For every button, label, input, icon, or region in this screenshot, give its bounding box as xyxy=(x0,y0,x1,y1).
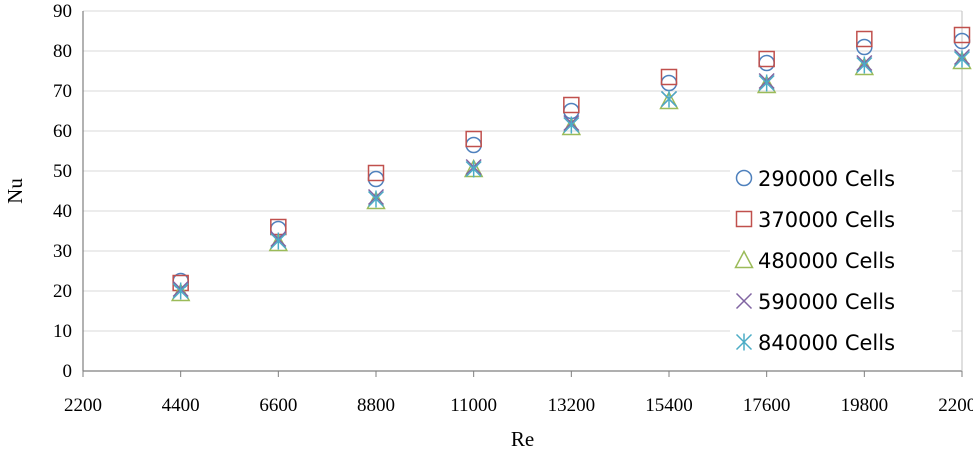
x-tick-label: 13200 xyxy=(548,395,596,416)
legend-label-series-3: 480000 Cells xyxy=(758,249,895,273)
legend-marker-series-1 xyxy=(735,169,753,187)
x-tick-label: 4400 xyxy=(162,395,200,416)
x-tick-label: 17600 xyxy=(743,395,791,416)
legend-label-series-1: 290000 Cells xyxy=(758,167,895,191)
data-point-series-2 xyxy=(660,68,678,86)
x-tick-labels: 2200 4400 6600 8800 11000 13200 15400 17600 1980… xyxy=(64,395,973,416)
legend-entry-bg xyxy=(730,201,952,237)
y-tick-label: 50 xyxy=(53,161,72,182)
y-tick-label: 80 xyxy=(53,41,72,62)
data-point-series-1 xyxy=(758,54,775,72)
legend-entry-bg xyxy=(730,283,952,319)
data-point-series-5 xyxy=(465,160,482,178)
x-tick-label: 22000 xyxy=(938,395,973,416)
data-point-series-5 xyxy=(953,50,971,68)
x-tick-label: 19800 xyxy=(841,395,889,416)
legend-marker-series-3 xyxy=(734,249,754,269)
legend-marker-series-2 xyxy=(735,210,753,228)
x-tick-label: 8800 xyxy=(357,395,395,416)
data-point-series-2 xyxy=(758,50,775,68)
legend-label-series-5: 840000 Cells xyxy=(758,331,895,355)
y-tick-label: 20 xyxy=(53,281,72,302)
data-point-series-3 xyxy=(659,90,679,110)
x-tick-label: 6600 xyxy=(259,395,297,416)
data-point-series-1 xyxy=(367,170,385,188)
data-point-series-2 xyxy=(563,96,580,114)
legend-entry-bg xyxy=(730,242,952,278)
axes xyxy=(82,11,963,377)
data-point-series-2 xyxy=(856,30,873,48)
data-points xyxy=(170,26,972,302)
legend-entry-bg xyxy=(730,324,952,360)
y-tick-label: 30 xyxy=(53,241,72,262)
data-point-series-5 xyxy=(660,90,678,108)
data-point-series-2 xyxy=(367,164,385,182)
data-point-series-5 xyxy=(563,116,580,134)
data-point-series-5 xyxy=(367,190,385,208)
y-tick-label: 10 xyxy=(53,321,72,342)
data-point-series-2 xyxy=(953,26,971,44)
legend-marker-series-4 xyxy=(735,292,753,310)
legend-label-series-4: 590000 Cells xyxy=(758,290,895,314)
y-tick-label: 90 xyxy=(53,1,72,22)
data-point-series-5 xyxy=(758,74,775,92)
legend-entry-bg xyxy=(730,160,952,196)
x-tick-label: 2200 xyxy=(64,395,102,416)
data-point-series-1 xyxy=(660,74,678,92)
data-point-series-2 xyxy=(465,130,482,148)
data-point-series-5 xyxy=(172,282,189,300)
data-point-series-5 xyxy=(270,232,287,250)
x-tick-label: 11000 xyxy=(450,395,497,416)
data-point-series-1 xyxy=(465,136,482,154)
legend: 290000 Cells 370000 Cells 480000 Cells 5900… xyxy=(730,160,952,360)
x-axis-title: Re xyxy=(511,427,534,451)
legend-marker-series-5 xyxy=(735,333,753,351)
gridlines xyxy=(83,10,962,332)
y-tick-labels: 0 10 20 30 40 50 60 70 80 90 xyxy=(53,1,72,382)
y-tick-label: 40 xyxy=(53,201,72,222)
y-tick-label: 70 xyxy=(53,81,72,102)
x-tick-label: 15400 xyxy=(645,395,693,416)
y-tick-label: 0 xyxy=(63,361,73,382)
y-axis-title: Nu xyxy=(3,178,27,204)
legend-label-series-2: 370000 Cells xyxy=(758,208,895,232)
data-point-series-5 xyxy=(856,56,873,74)
y-tick-label: 60 xyxy=(53,121,72,142)
data-point-series-1 xyxy=(563,102,580,120)
